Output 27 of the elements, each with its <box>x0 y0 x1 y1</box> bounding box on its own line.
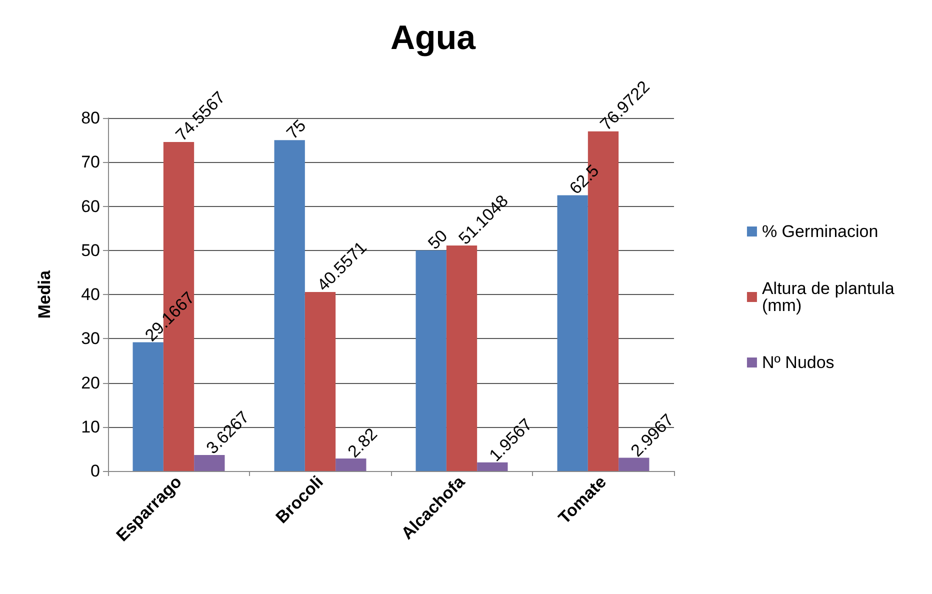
y-tick-label: 70 <box>81 152 100 172</box>
y-axis-title: Media <box>35 270 54 319</box>
y-tick-label: 0 <box>90 462 100 480</box>
bar <box>132 342 164 471</box>
y-tick-label: 40 <box>81 285 100 304</box>
bar <box>274 140 305 471</box>
y-tick-label: 10 <box>81 417 100 436</box>
legend-label: Altura de plantula (mm) <box>762 279 900 315</box>
legend-label: % Germinacion <box>762 222 878 241</box>
bar <box>446 246 478 471</box>
bar <box>336 458 366 471</box>
bar <box>304 292 336 471</box>
y-tick-label: 50 <box>81 240 100 260</box>
bar <box>618 458 650 471</box>
bar <box>477 462 508 471</box>
bar <box>557 195 588 471</box>
data-label: 75 <box>282 116 310 143</box>
y-tick-label: 80 <box>81 108 100 128</box>
bar <box>416 250 446 471</box>
y-tick-label: 60 <box>81 196 100 216</box>
chart-title: Agua <box>390 19 477 57</box>
legend-label: Nº Nudos <box>762 353 834 372</box>
data-label: 50 <box>424 226 452 254</box>
y-tick-label: 20 <box>81 373 100 392</box>
bar <box>194 454 225 471</box>
y-tick-label: 30 <box>81 329 100 348</box>
data-label: 62.5 <box>566 161 603 198</box>
